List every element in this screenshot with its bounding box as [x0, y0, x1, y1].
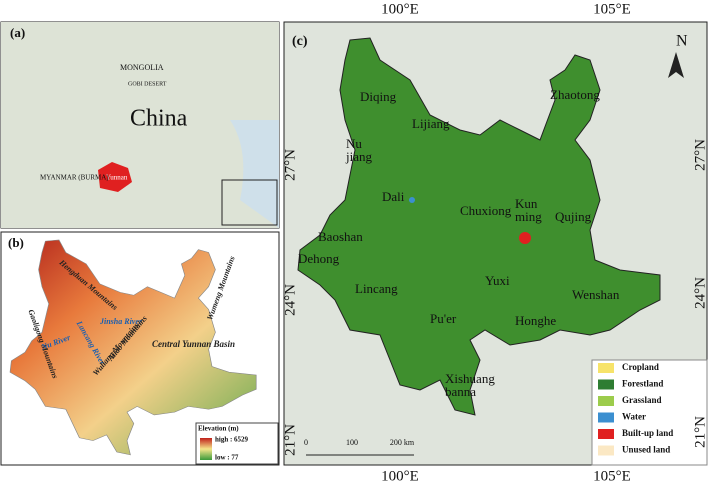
region-label: Lijiang: [412, 116, 450, 131]
lat-label: 24°N: [282, 284, 298, 316]
water-patch: [409, 197, 415, 203]
legend-label: Water: [622, 412, 646, 422]
legend-label: Unused land: [622, 445, 670, 455]
region-label: Lincang: [355, 281, 398, 296]
legend-swatch: [598, 396, 614, 406]
region-label: Chuxiong: [460, 203, 512, 218]
yunnan-highlight: [98, 162, 132, 192]
map-label: MONGOLIA: [120, 63, 164, 72]
inset-frame: [221, 179, 278, 226]
scale-label: 0: [304, 438, 308, 447]
lon-label: 105°E: [593, 1, 631, 17]
panel-label: (c): [292, 34, 308, 49]
legend-label: Grassland: [622, 395, 662, 405]
lon-label: 100°E: [381, 1, 419, 17]
elevation-ramp: [200, 438, 212, 460]
built-up-patch: [519, 232, 531, 244]
panel-c: (c) N Diqing Nu jiang Lijiang Dali Baoshan Deh…: [283, 21, 708, 466]
lat-label: 27°N: [692, 139, 708, 171]
legend-swatch: [598, 363, 614, 373]
map-label: China: [130, 106, 188, 132]
north-arrow: N: [676, 33, 688, 50]
region-label: Zhaotong: [550, 87, 600, 102]
region-label: Nu jiang: [345, 136, 372, 164]
region-label: Dehong: [298, 251, 340, 266]
legend-label: Forestland: [622, 379, 663, 389]
legend-swatch: [598, 379, 614, 390]
region-label: Yuxi: [485, 273, 510, 288]
legend-swatch: [598, 412, 614, 423]
panel-label: (a): [10, 25, 25, 40]
region-label: Diqing: [360, 89, 397, 104]
scale-label: 100: [346, 438, 358, 447]
lat-label: 27°N: [282, 149, 298, 181]
region-label: Honghe: [515, 313, 556, 328]
map-label: GOBI DESERT: [128, 81, 167, 87]
lat-label: 24°N: [692, 277, 708, 309]
region-label: Xishuang banna: [445, 371, 495, 399]
sea: [230, 120, 279, 228]
map-label: Jinsha River: [99, 317, 143, 326]
region-label: Wenshan: [572, 287, 620, 302]
region-label: Pu'er: [430, 311, 457, 326]
lon-label: 105°E: [593, 468, 631, 484]
map-label: MYANMAR (BURMA): [40, 174, 109, 182]
legend-label: low : 77: [215, 454, 239, 462]
north-arrow-icon: [668, 52, 684, 78]
region-label: Dali: [382, 189, 405, 204]
legend-label: Built-up land: [622, 428, 673, 438]
lon-label: 100°E: [381, 468, 419, 484]
lat-label: 21°N: [282, 424, 298, 456]
panel-a: (a) MONGOLIA GOBI DESERT China Yunnan MY…: [0, 21, 280, 229]
region-label: Baoshan: [318, 229, 363, 244]
region-label: Qujing: [555, 209, 592, 224]
region-label: Kun ming: [515, 196, 542, 224]
map-label: Yunnan: [106, 174, 128, 182]
legend-label: Cropland: [622, 362, 659, 372]
legend-label: high : 6529: [215, 436, 249, 444]
land: [1, 22, 279, 228]
legend-swatch: [598, 429, 614, 439]
panel-b: (b) Gaoligong Mountains Hengduan Mountai…: [0, 231, 280, 466]
panel-label: (b): [8, 235, 24, 250]
legend-title: Elevation (m): [198, 425, 239, 433]
lat-label: 21°N: [692, 416, 708, 448]
map-label: Central Yunnan Basin: [152, 339, 235, 349]
scale-label: 200 km: [390, 438, 415, 447]
legend-swatch: [598, 445, 614, 456]
